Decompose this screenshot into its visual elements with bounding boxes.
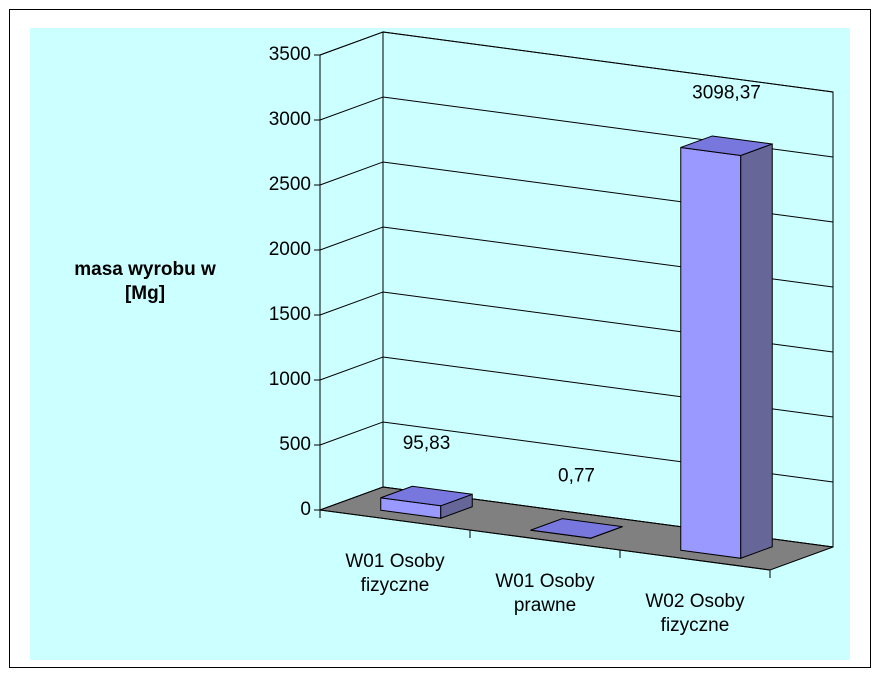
bar [530, 518, 623, 539]
y-tick-label: 1000 [269, 369, 311, 390]
data-label: 3098,37 [692, 83, 761, 104]
grid-line [319, 96, 834, 158]
x-axis [319, 509, 771, 571]
x-tick-label: W01 Osoby fizyczne [345, 551, 445, 596]
x-tick-label: W01 Osoby prawne [495, 571, 595, 616]
y-tick-label: 3500 [269, 44, 311, 65]
x-tick-label: W02 Osoby fizyczne [645, 591, 745, 636]
bar-top [380, 485, 473, 507]
y-tick-label: 3000 [269, 109, 311, 130]
bar-top [530, 518, 623, 539]
y-tick-label: 1500 [269, 304, 311, 325]
bar-side [740, 143, 773, 559]
bar [380, 485, 473, 519]
y-axis-label: masa wyrobu w [Mg] [74, 259, 216, 304]
bar-front [680, 146, 742, 559]
grid-line [319, 31, 834, 93]
bar [680, 135, 773, 559]
y-tick-label: 2500 [269, 174, 311, 195]
bar-top [680, 135, 773, 156]
data-label: 0,77 [558, 465, 595, 486]
data-label: 95,83 [403, 433, 451, 454]
y-tick-label: 500 [279, 434, 311, 455]
y-tick-label: 0 [300, 499, 311, 520]
y-tick-label: 2000 [269, 239, 311, 260]
